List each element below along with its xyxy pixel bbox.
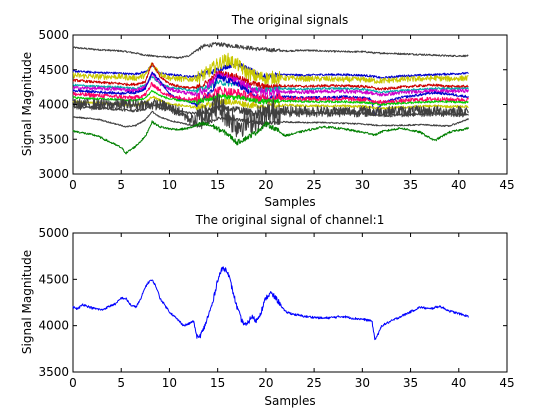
top-chart-y-tick-label: 5000 — [38, 28, 69, 42]
top-chart-series-line-12 — [72, 110, 469, 128]
top-chart-x-tick-label: 0 — [69, 178, 77, 192]
top-chart-title: The original signals — [231, 13, 349, 27]
top-chart-series-line-1 — [72, 41, 469, 60]
bottom-chart-y-axis-label: Signal Magnitude — [20, 250, 34, 354]
bottom-chart-x-tick-label: 0 — [69, 376, 77, 390]
bottom-chart-title: The original signal of channel:1 — [195, 213, 385, 227]
bottom-chart-y-tick-label: 3500 — [38, 365, 69, 379]
bottom-chart-x-tick-label: 45 — [499, 376, 514, 390]
top-chart-y-tick-label: 3500 — [38, 132, 69, 146]
bottom-chart-x-tick-label: 25 — [306, 376, 321, 390]
top-chart-y-tick-label: 4000 — [38, 98, 69, 112]
top-chart-x-tick-label: 10 — [162, 178, 177, 192]
bottom-chart: The original signal of channel:1 Samples… — [20, 213, 515, 408]
bottom-chart-x-tick-label: 5 — [117, 376, 125, 390]
top-chart-x-tick-label: 45 — [499, 178, 514, 192]
top-chart-x-axis-label: Samples — [264, 195, 315, 209]
top-chart: The original signals Samples Signal Magn… — [20, 13, 515, 209]
top-chart-series-line-13 — [72, 92, 469, 138]
top-chart-series-line-3 — [72, 52, 469, 85]
top-chart-x-tick-label: 40 — [451, 178, 466, 192]
top-chart-x-tick-label: 25 — [306, 178, 321, 192]
top-chart-series-line-4 — [72, 62, 469, 91]
bottom-chart-series-line-1 — [72, 266, 469, 341]
top-chart-x-tick-label: 35 — [403, 178, 418, 192]
top-chart-x-tick-label: 5 — [117, 178, 125, 192]
bottom-chart-x-tick-label: 20 — [258, 376, 273, 390]
bottom-chart-ticks: 0 5 10 15 20 25 30 35 40 45 3500 4000 4500 5000 — [38, 226, 514, 390]
top-chart-y-tick-label: 4500 — [38, 63, 69, 77]
top-chart-series-line-8 — [72, 81, 469, 105]
bottom-chart-y-tick-label: 4000 — [38, 319, 69, 333]
top-chart-series-line-9 — [72, 90, 469, 106]
bottom-chart-x-tick-label: 35 — [403, 376, 418, 390]
top-chart-series-line-14 — [72, 120, 469, 155]
top-chart-x-tick-label: 30 — [355, 178, 370, 192]
bottom-chart-x-axis-label: Samples — [264, 394, 315, 408]
bottom-chart-y-tick-label: 5000 — [38, 226, 69, 240]
top-chart-y-axis-label: Signal Magnitude — [20, 52, 34, 156]
bottom-chart-y-tick-label: 4500 — [38, 272, 69, 286]
top-chart-series-line-6 — [72, 71, 469, 98]
bottom-chart-x-tick-label: 30 — [355, 376, 370, 390]
bottom-chart-x-tick-label: 15 — [210, 376, 225, 390]
top-chart-x-tick-label: 20 — [258, 178, 273, 192]
bottom-chart-series-group — [72, 266, 469, 341]
top-chart-y-tick-label: 3000 — [38, 167, 69, 181]
bottom-chart-plot-area — [72, 232, 508, 373]
top-chart-x-tick-label: 15 — [210, 178, 225, 192]
top-chart-ticks: 0 5 10 15 20 25 30 35 40 45 3000 3500 4000 4500 5000 — [38, 28, 514, 192]
bottom-chart-x-tick-label: 10 — [162, 376, 177, 390]
bottom-chart-x-tick-label: 40 — [451, 376, 466, 390]
top-chart-series-group — [72, 41, 469, 155]
